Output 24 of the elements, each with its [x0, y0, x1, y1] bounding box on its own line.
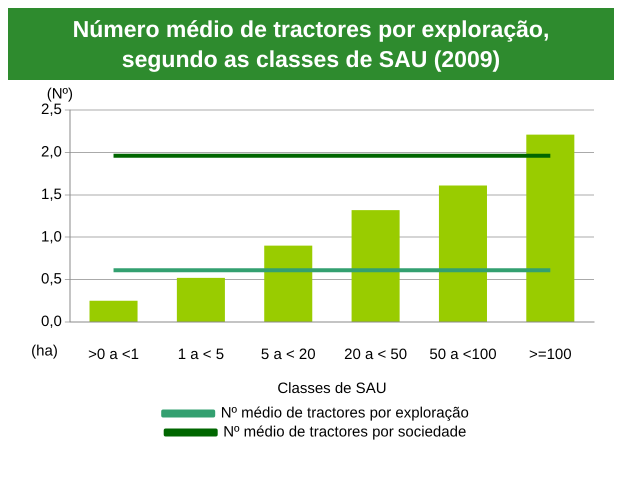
- y-tick-label: 2,0: [40, 144, 62, 161]
- y-tick-label: 0,0: [40, 313, 62, 330]
- legend-label: Nº médio de tractores por exploração: [220, 404, 469, 422]
- x-axis-title: Classes de SAU: [277, 380, 387, 398]
- legend-label: Nº médio de tractores por sociedade: [223, 424, 466, 441]
- bar: [176, 278, 225, 322]
- bar: [90, 300, 138, 322]
- y-tick-label: 2,5: [40, 101, 62, 118]
- bar: [526, 134, 574, 322]
- y-tick-label: 1,0: [40, 228, 62, 246]
- x-tick-label: 5 a < 20: [260, 346, 316, 364]
- x-tick-label: 20 a < 50: [344, 346, 408, 364]
- y-tick-label: 1,5: [40, 186, 62, 203]
- bar: [352, 210, 400, 322]
- chart-title: Número médio de tractores por exploração, segundo as classes de SAU (2009): [8, 8, 614, 80]
- x-tick-label: 1 a < 5: [178, 346, 224, 364]
- bar: [264, 246, 312, 322]
- x-tick-label: >=100: [529, 346, 572, 364]
- bar: [438, 185, 487, 322]
- x-tick-label: >0 a <1: [88, 346, 139, 364]
- y-tick-label: 0,5: [40, 270, 62, 288]
- y-axis-title: (Nº): [46, 86, 74, 103]
- text: (ha): [31, 342, 58, 360]
- x-tick-label: 50 a <100: [429, 346, 497, 364]
